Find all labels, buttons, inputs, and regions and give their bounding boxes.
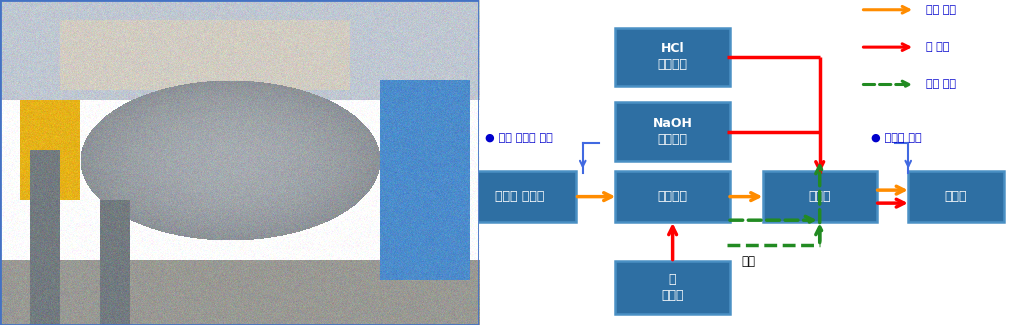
Text: NaOH
저장탱크: NaOH 저장탱크 [652, 117, 692, 146]
Text: HCl
저장탱크: HCl 저장탱크 [657, 42, 688, 72]
Text: 토양 흐름: 토양 흐름 [926, 5, 956, 15]
FancyBboxPatch shape [615, 261, 730, 315]
FancyBboxPatch shape [464, 172, 575, 222]
FancyBboxPatch shape [908, 172, 1004, 222]
Text: 정화토: 정화토 [945, 190, 967, 203]
Text: 물
저장조: 물 저장조 [662, 273, 684, 302]
FancyBboxPatch shape [763, 172, 877, 222]
Text: 화약류 오염토: 화약류 오염토 [496, 190, 545, 203]
Text: ● 처리토 체취: ● 처리토 체취 [871, 133, 922, 143]
Text: ● 초기 오염토 체취: ● 초기 오염토 체취 [484, 133, 552, 143]
Text: 스팀 흐름: 스팀 흐름 [926, 80, 956, 89]
FancyBboxPatch shape [615, 102, 730, 161]
Text: 스팀: 스팀 [742, 255, 756, 268]
FancyBboxPatch shape [615, 172, 730, 222]
Text: 혼합탱크: 혼합탱크 [657, 190, 688, 203]
Text: 반응기: 반응기 [809, 190, 830, 203]
Text: 물 흐름: 물 흐름 [926, 42, 949, 52]
FancyBboxPatch shape [615, 28, 730, 86]
